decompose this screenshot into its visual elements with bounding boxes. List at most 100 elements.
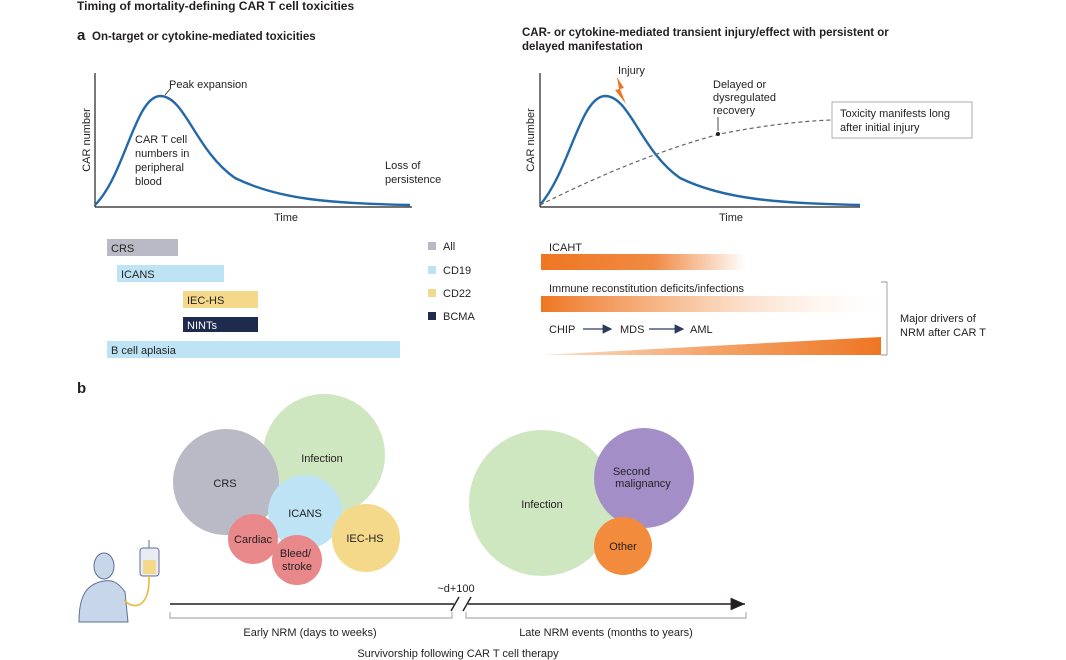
iv-fluid-icon xyxy=(143,560,156,574)
legend-label-cd19: CD19 xyxy=(443,265,471,277)
recovery-point xyxy=(716,132,720,136)
early-nrm-label: Early NRM (days to weeks) xyxy=(243,627,376,639)
left-chart: CAR number Time Peak expansion CAR T cel… xyxy=(81,73,441,224)
drivers-label-line1: Major drivers of xyxy=(900,313,977,325)
nints-bar xyxy=(183,317,258,332)
curve-label-line1: CAR T cell xyxy=(135,134,187,146)
delayed-recovery-curve xyxy=(539,119,833,206)
right-chart: CAR number Time Injury Delayed or dysreg… xyxy=(525,65,973,224)
crs-bar-label: CRS xyxy=(111,243,134,255)
legend-swatch-bcma xyxy=(428,312,436,320)
bubble-label-infection-early: Infection xyxy=(301,453,343,465)
icaht-bar xyxy=(541,254,746,270)
left-chart-ylabel: CAR number xyxy=(81,108,93,172)
late-nrm-bracket xyxy=(465,612,747,619)
stroke-line: stroke xyxy=(282,561,312,573)
drivers-bracket xyxy=(881,281,888,356)
patient-body-icon xyxy=(78,580,129,623)
figure-title: Timing of mortality-defining CAR T cell … xyxy=(77,0,354,13)
iec-hs-bar-label: IEC-HS xyxy=(187,295,224,307)
bubble-icans xyxy=(268,475,342,549)
early-nrm-bracket xyxy=(169,612,453,619)
bubble-infection-late xyxy=(469,430,615,576)
bubble-label-cardiac: Cardiac xyxy=(234,534,272,546)
left-chart-car-curve xyxy=(94,94,411,207)
delayed-label-line3: recovery xyxy=(713,105,756,117)
crs-bar xyxy=(107,239,178,256)
immune-label: Immune reconstitution deficits/infection… xyxy=(549,283,745,295)
peak-leader-line xyxy=(164,87,172,96)
product-legend: All CD19 CD22 BCMA xyxy=(428,241,475,323)
bubble-label-infection-late: Infection xyxy=(521,499,563,511)
toxicity-box-line2: after initial injury xyxy=(840,122,920,134)
nrm-driver-bars: ICAHT Immune reconstitution deficits/inf… xyxy=(541,242,986,356)
timeline-break-left xyxy=(450,596,460,612)
iec-hs-bar xyxy=(183,291,258,308)
late-nrm-bubbles: Infection Second malignancy Other xyxy=(469,428,694,576)
panel-a-left-heading: On-target or cytokine-mediated toxicitie… xyxy=(92,31,316,43)
legend-swatch-cd22 xyxy=(428,289,436,297)
bubble-bleed-stroke xyxy=(272,535,322,585)
toxicity-bars: CRS ICANS IEC-HS NINTs B cell aplasia xyxy=(107,239,400,358)
nints-bar-label: NINTs xyxy=(187,320,217,332)
bubble-other xyxy=(594,517,652,575)
iv-line-icon xyxy=(123,575,150,607)
timepoint-label: ~d+100 xyxy=(437,583,474,595)
panel-b-letter: b xyxy=(77,380,86,397)
second-line: Second xyxy=(613,466,650,478)
right-chart-xlabel: Time xyxy=(719,212,743,224)
bubble-cardiac xyxy=(228,514,278,564)
chip-label: CHIP xyxy=(549,324,575,336)
b-cell-aplasia-bar-label: B cell aplasia xyxy=(111,345,177,357)
panel-a-right-heading-line1: CAR- or cytokine-mediated transient inju… xyxy=(522,27,889,39)
survivorship-caption: Survivorship following CAR T cell therap… xyxy=(357,648,559,660)
drivers-label-line2: NRM after CAR T xyxy=(900,327,986,339)
legend-swatch-all xyxy=(428,242,436,250)
right-chart-ylabel: CAR number xyxy=(525,108,537,172)
early-nrm-bubbles: CRS Infection ICANS Cardiac Bleed/ strok… xyxy=(173,394,400,585)
survivorship-timeline: ~d+100 Early NRM (days to weeks) Late NR… xyxy=(169,583,747,660)
immune-bar xyxy=(541,296,881,312)
panel-a-letter: a xyxy=(77,27,86,44)
timeline-break-right xyxy=(462,596,472,612)
legend-label-bcma: BCMA xyxy=(443,311,475,323)
b-cell-aplasia-bar xyxy=(107,341,400,358)
loss-label-line2: persistence xyxy=(385,174,441,186)
chip-rising-wedge xyxy=(541,337,881,355)
bubble-label-other: Other xyxy=(609,541,637,553)
toxicity-box-line1: Toxicity manifests long xyxy=(840,108,950,120)
late-nrm-label: Late NRM events (months to years) xyxy=(519,627,693,639)
right-chart-car-curve xyxy=(539,94,861,207)
panel-a-right-heading-line2: delayed manifestation xyxy=(522,41,643,53)
legend-swatch-cd19 xyxy=(428,266,436,274)
icans-bar xyxy=(117,265,224,282)
bubble-label-second-malignancy: Second malignancy xyxy=(613,466,672,490)
mds-label: MDS xyxy=(620,324,644,336)
toxicity-box xyxy=(831,101,973,139)
icans-bar-label: ICANS xyxy=(121,269,155,281)
curve-label-line2: numbers in xyxy=(135,148,189,160)
delayed-label-line1: Delayed or xyxy=(713,79,767,91)
icaht-label: ICAHT xyxy=(549,242,582,254)
aml-label: AML xyxy=(690,324,713,336)
bubble-label-icans: ICANS xyxy=(288,508,322,520)
legend-label-cd22: CD22 xyxy=(443,288,471,300)
curve-label-line4: blood xyxy=(135,176,162,188)
bubble-label-bleed-stroke: Bleed/ stroke xyxy=(280,548,314,573)
bubble-crs xyxy=(173,429,279,535)
injury-label: Injury xyxy=(618,65,645,77)
left-chart-peak-label: Peak expansion xyxy=(169,79,247,91)
delayed-label-line2: dysregulated xyxy=(713,92,776,104)
injury-lightning-icon xyxy=(615,77,626,104)
bubble-label-crs: CRS xyxy=(213,478,236,490)
patient-iv-icon xyxy=(78,540,160,623)
patient-head-icon xyxy=(93,552,115,580)
bubble-iec-hs xyxy=(332,504,400,572)
bubble-second-malignancy xyxy=(594,428,694,528)
left-chart-xlabel: Time xyxy=(274,212,298,224)
legend-label-all: All xyxy=(443,241,455,253)
loss-label-line1: Loss of xyxy=(385,160,421,172)
bubble-label-iec-hs: IEC-HS xyxy=(346,533,383,545)
malignancy-line: malignancy xyxy=(615,478,671,490)
